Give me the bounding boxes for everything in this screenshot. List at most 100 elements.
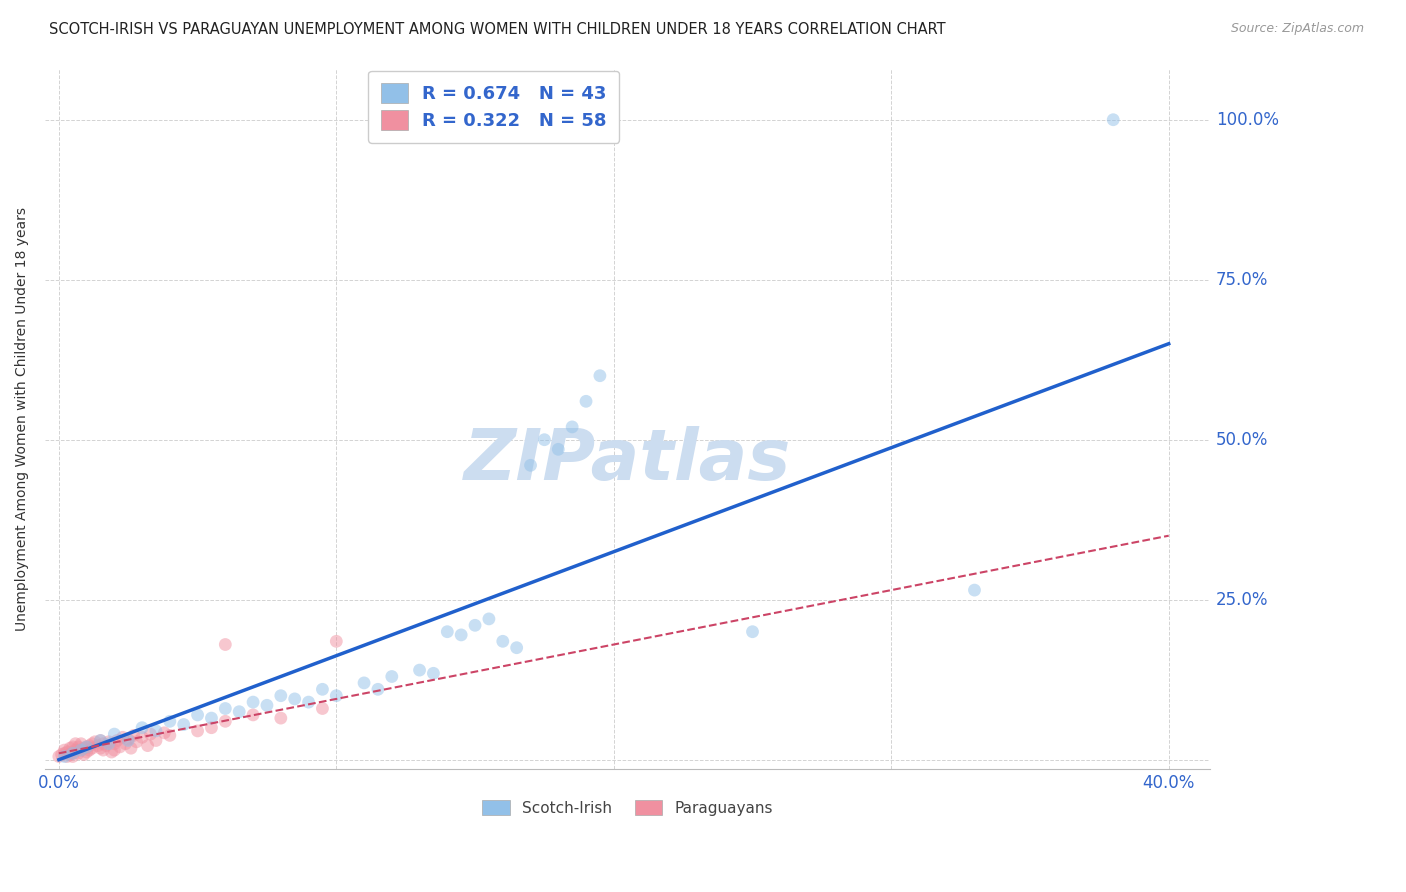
Point bbox=[145, 733, 167, 747]
Point bbox=[48, 749, 70, 764]
Point bbox=[145, 723, 167, 738]
Text: 100.0%: 100.0% bbox=[1216, 111, 1279, 128]
Point bbox=[59, 741, 82, 756]
Point bbox=[136, 739, 159, 753]
Text: ZIPatlas: ZIPatlas bbox=[464, 426, 792, 495]
Point bbox=[450, 628, 472, 642]
Point bbox=[122, 728, 145, 742]
Point bbox=[256, 698, 278, 713]
Point bbox=[153, 726, 176, 740]
Point bbox=[70, 743, 93, 757]
Point bbox=[70, 737, 93, 751]
Point bbox=[56, 745, 79, 759]
Point bbox=[214, 701, 236, 715]
Point bbox=[422, 666, 444, 681]
Point bbox=[533, 433, 555, 447]
Point bbox=[381, 669, 404, 683]
Point bbox=[111, 731, 134, 745]
Point bbox=[97, 737, 120, 751]
Y-axis label: Unemployment Among Women with Children Under 18 years: Unemployment Among Women with Children U… bbox=[15, 207, 30, 631]
Point bbox=[519, 458, 541, 473]
Point bbox=[84, 735, 107, 749]
Point bbox=[561, 420, 583, 434]
Point bbox=[125, 735, 148, 749]
Point bbox=[76, 739, 98, 754]
Point bbox=[67, 747, 90, 761]
Point bbox=[311, 701, 333, 715]
Point bbox=[82, 741, 104, 756]
Point bbox=[575, 394, 598, 409]
Point bbox=[311, 682, 333, 697]
Point bbox=[187, 723, 209, 738]
Point bbox=[436, 624, 458, 639]
Point bbox=[478, 612, 501, 626]
Point bbox=[62, 747, 84, 761]
Point bbox=[62, 739, 84, 754]
Point bbox=[59, 747, 82, 762]
Point bbox=[492, 634, 515, 648]
Point bbox=[547, 442, 569, 457]
Point bbox=[1102, 112, 1125, 127]
Point bbox=[214, 638, 236, 652]
Point bbox=[82, 737, 104, 751]
Legend: Scotch-Irish, Paraguayans: Scotch-Irish, Paraguayans bbox=[472, 790, 782, 825]
Point bbox=[70, 743, 93, 757]
Point bbox=[62, 749, 84, 764]
Point bbox=[105, 733, 128, 747]
Point bbox=[353, 676, 375, 690]
Point bbox=[103, 743, 125, 757]
Point bbox=[228, 705, 250, 719]
Point bbox=[73, 747, 96, 762]
Point bbox=[103, 727, 125, 741]
Point bbox=[187, 707, 209, 722]
Point bbox=[117, 732, 139, 747]
Text: 25.0%: 25.0% bbox=[1216, 591, 1268, 608]
Point bbox=[76, 745, 98, 759]
Point bbox=[89, 733, 111, 747]
Point bbox=[159, 714, 181, 729]
Point bbox=[159, 728, 181, 742]
Point bbox=[51, 747, 73, 762]
Point bbox=[117, 733, 139, 747]
Point bbox=[65, 737, 87, 751]
Point bbox=[963, 583, 986, 598]
Point bbox=[242, 707, 264, 722]
Text: 50.0%: 50.0% bbox=[1216, 431, 1268, 449]
Point bbox=[89, 741, 111, 756]
Point bbox=[297, 695, 319, 709]
Point bbox=[214, 714, 236, 729]
Point bbox=[367, 682, 389, 697]
Point bbox=[53, 749, 76, 764]
Point bbox=[408, 663, 430, 677]
Point bbox=[325, 634, 347, 648]
Point bbox=[79, 739, 101, 753]
Point bbox=[79, 743, 101, 757]
Point bbox=[131, 731, 153, 745]
Point bbox=[270, 689, 292, 703]
Point bbox=[91, 743, 114, 757]
Point bbox=[73, 741, 96, 756]
Point bbox=[200, 711, 222, 725]
Point bbox=[120, 741, 142, 756]
Point bbox=[91, 737, 114, 751]
Point bbox=[67, 739, 90, 754]
Point bbox=[173, 717, 195, 731]
Point bbox=[200, 721, 222, 735]
Text: SCOTCH-IRISH VS PARAGUAYAN UNEMPLOYMENT AMONG WOMEN WITH CHILDREN UNDER 18 YEARS: SCOTCH-IRISH VS PARAGUAYAN UNEMPLOYMENT … bbox=[49, 22, 946, 37]
Point bbox=[284, 692, 307, 706]
Point bbox=[242, 695, 264, 709]
Point bbox=[100, 745, 122, 759]
Point bbox=[464, 618, 486, 632]
Point bbox=[108, 739, 131, 754]
Point bbox=[741, 624, 763, 639]
Point bbox=[86, 739, 108, 753]
Point bbox=[76, 739, 98, 754]
Point bbox=[139, 727, 162, 741]
Point bbox=[97, 735, 120, 749]
Point bbox=[589, 368, 612, 383]
Text: 75.0%: 75.0% bbox=[1216, 270, 1268, 289]
Point bbox=[53, 743, 76, 757]
Point bbox=[325, 689, 347, 703]
Point bbox=[505, 640, 527, 655]
Text: Source: ZipAtlas.com: Source: ZipAtlas.com bbox=[1230, 22, 1364, 36]
